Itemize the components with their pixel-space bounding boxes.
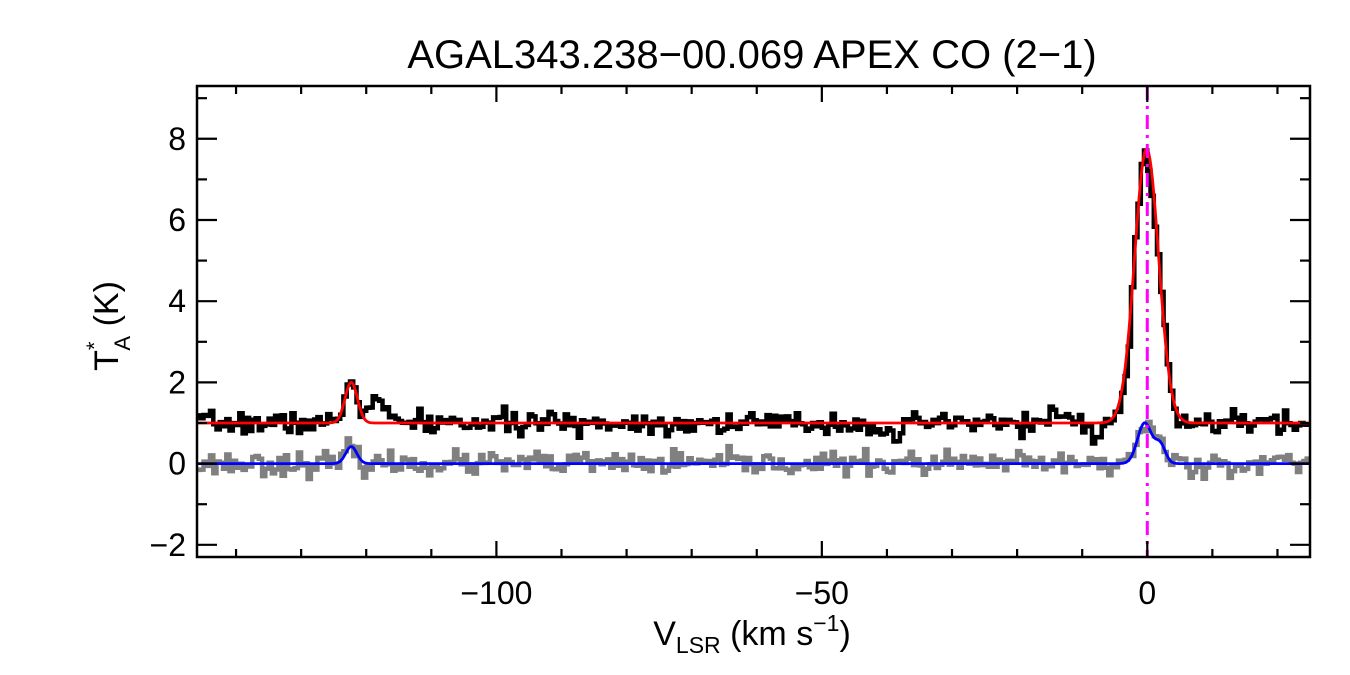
x-tick-label: −100	[460, 575, 532, 611]
y-tick-label: 0	[168, 446, 186, 482]
y-axis-label-sub: A	[110, 336, 135, 351]
x-axis-label: VLSR (km s−1)	[653, 610, 851, 658]
x-axis-label-end: )	[839, 615, 850, 653]
spectrum-histogram-1	[197, 419, 1310, 482]
y-tick-label: 8	[168, 121, 186, 157]
y-tick-label: 2	[168, 364, 186, 400]
x-tick-labels: −100 −50 0	[460, 575, 1156, 611]
x-tick-label: −50	[795, 575, 849, 611]
fit-curve-2	[197, 147, 1310, 425]
x-axis-label-tail: (km s	[721, 615, 814, 653]
y-axis-label-tail: (K)	[88, 281, 126, 336]
y-axis-label: T* A (K)	[82, 281, 135, 371]
y-tick-labels: −2 0 2 4 6 8	[150, 121, 186, 563]
plot-area	[195, 84, 1312, 559]
spectrum-histogram-0	[197, 148, 1310, 446]
tick-layer	[197, 86, 1310, 557]
y-tick-label: 6	[168, 202, 186, 238]
y-tick-label: −2	[150, 527, 186, 563]
chart-title: AGAL343.238−00.069 APEX CO (2−1)	[407, 33, 1096, 77]
x-tick-label: 0	[1138, 575, 1156, 611]
y-axis-label-sup: *	[82, 341, 107, 350]
y-axis-label-main: T	[88, 350, 126, 371]
plot-frame	[195, 84, 1312, 559]
x-axis-label-main: V	[653, 615, 676, 653]
x-axis-label-sup: −1	[813, 610, 839, 636]
y-tick-label: 4	[168, 283, 186, 319]
fit-curve-3	[197, 421, 1310, 465]
series-layer	[197, 147, 1310, 482]
x-axis-label-sub: LSR	[676, 632, 721, 658]
